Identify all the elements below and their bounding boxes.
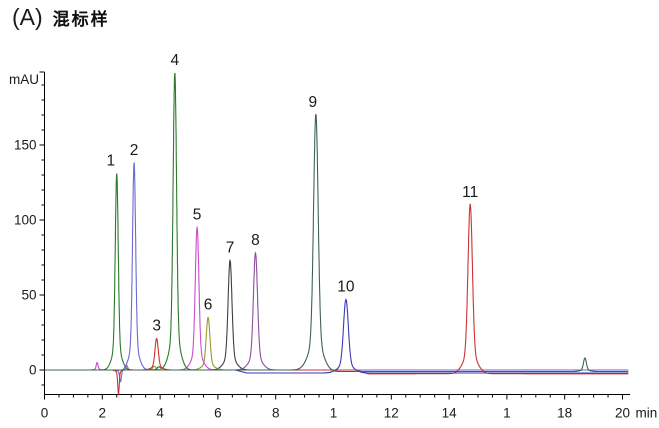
peak-label-6: 6 [204, 297, 213, 314]
figure-title: (A) 混标样 [12, 4, 110, 31]
peak-label-7: 7 [226, 240, 235, 257]
svg-text:100: 100 [14, 213, 37, 228]
svg-text:8: 8 [272, 406, 280, 421]
peak-label-2: 2 [130, 142, 139, 159]
svg-text:4: 4 [156, 406, 164, 421]
peak-label-9: 9 [309, 94, 318, 111]
y-axis-unit-label: mAU [9, 72, 39, 87]
svg-text:20: 20 [615, 406, 630, 421]
peak-label-8: 8 [251, 232, 260, 249]
x-axis-unit-label: min [636, 406, 658, 421]
svg-text:18: 18 [557, 406, 572, 421]
svg-text:12: 12 [384, 406, 399, 421]
svg-text:14: 14 [442, 406, 458, 421]
trace-navy [44, 298, 629, 374]
axes [39, 71, 630, 400]
trace-green [44, 72, 629, 371]
svg-text:150: 150 [14, 138, 37, 153]
svg-text:0: 0 [29, 363, 37, 378]
svg-text:0: 0 [41, 406, 49, 421]
svg-text:2: 2 [99, 406, 107, 421]
peak-label-10: 10 [337, 279, 355, 296]
y-tick-labels: 0 50 100 150 [14, 138, 37, 378]
peak-labels: 12 3 4 5 6 7 8 9 10 11 [106, 52, 478, 335]
peak-label-11: 11 [462, 184, 478, 201]
svg-text:6: 6 [214, 406, 222, 421]
peak-label-4: 4 [171, 52, 180, 69]
svg-text:50: 50 [21, 288, 36, 303]
figure-title-text: 混标样 [52, 10, 110, 29]
peak-label-5: 5 [193, 207, 202, 224]
x-tick-labels: 0 2 4 6 8 1 12 14 1 18 20 [41, 406, 630, 421]
figure-title-prefix: (A) [12, 4, 43, 30]
trace-blueviolet [44, 161, 629, 383]
peak-label-3: 3 [152, 318, 161, 335]
svg-text:1: 1 [503, 406, 511, 421]
peak-label-1: 1 [106, 153, 115, 170]
svg-text:1: 1 [330, 406, 338, 421]
trace-olive [44, 316, 629, 371]
trace-teal [44, 114, 629, 373]
traces [44, 72, 629, 396]
